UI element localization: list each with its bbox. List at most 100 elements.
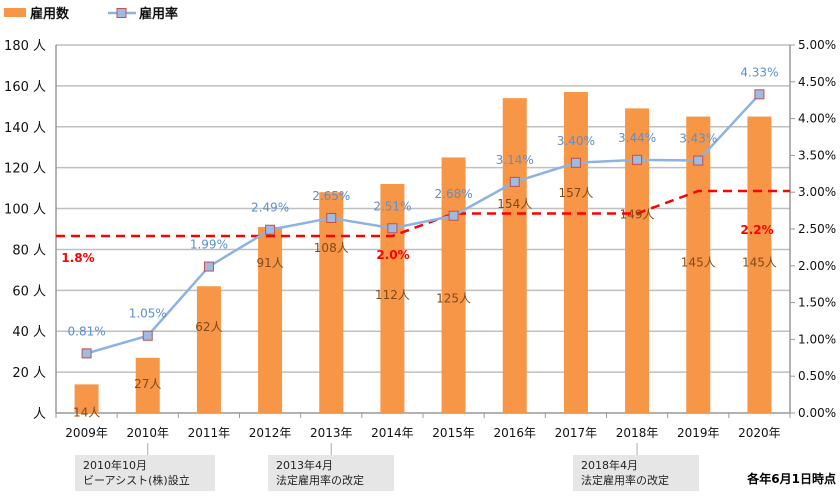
bar-label: 145人 xyxy=(742,256,777,270)
x-tick-label: 2015年 xyxy=(432,426,475,440)
legend-marker-swatch xyxy=(116,8,127,18)
x-tick-label: 2011年 xyxy=(188,426,231,440)
left-tick-label: 60 人 xyxy=(12,284,46,299)
annotation-2018: 2018年4月法定雇用率の改定 xyxy=(573,455,699,491)
bar-2012年 xyxy=(258,226,283,413)
rate-label: 3.44% xyxy=(618,131,656,145)
rate-line xyxy=(86,93,761,355)
bar-label: 154人 xyxy=(497,197,532,211)
left-tick-label: 80 人 xyxy=(12,243,46,258)
rate-marker xyxy=(142,330,153,341)
bar-2020年 xyxy=(747,116,772,414)
annotation-line: ビーアシスト(株)設立 xyxy=(83,474,190,487)
bar-2011年 xyxy=(196,286,221,413)
legal-rate-label: 2.2% xyxy=(740,223,773,237)
rate-marker xyxy=(448,210,459,221)
legend-label: 雇用数 xyxy=(30,6,70,22)
right-tick-label: 2.50% xyxy=(798,222,836,236)
rate-marker xyxy=(754,89,765,100)
rate-label: 3.14% xyxy=(496,153,534,167)
bar-label: 91人 xyxy=(256,256,283,270)
rate-marker xyxy=(693,155,704,166)
x-tick-label: 2013年 xyxy=(310,426,353,440)
right-tick-label: 3.50% xyxy=(798,148,836,162)
right-tick-label: 0.00% xyxy=(798,406,836,420)
bar-2015年 xyxy=(441,157,466,413)
rate-label: 1.05% xyxy=(129,307,167,321)
right-tick-label: 1.00% xyxy=(798,332,836,346)
annotation-2010: 2010年10月ビーアシスト(株)設立 xyxy=(75,455,215,491)
bar-label: 112人 xyxy=(375,288,410,302)
rate-label: 4.33% xyxy=(740,65,778,79)
legal-rate-label: 2.0% xyxy=(376,248,409,262)
right-tick-label: 4.50% xyxy=(798,75,836,89)
x-tick-label: 2016年 xyxy=(493,426,536,440)
bar-2014年 xyxy=(380,184,405,413)
legend-bar-swatch xyxy=(4,8,26,17)
left-tick-label: 180 人 xyxy=(4,39,46,54)
rate-label: 2.65% xyxy=(312,189,350,203)
legend-label: 雇用率 xyxy=(139,6,178,22)
rate-marker xyxy=(570,157,581,168)
annotation-line: 2010年10月 xyxy=(83,459,147,472)
left-tick-label: 140 人 xyxy=(4,121,46,136)
rate-marker xyxy=(265,224,276,235)
rate-marker xyxy=(387,223,398,234)
bar-label: 157人 xyxy=(558,186,593,200)
x-tick-label: 2010年 xyxy=(126,426,169,440)
rate-marker xyxy=(81,348,92,359)
left-tick-label: 人 xyxy=(33,407,46,422)
right-tick-label: 4.00% xyxy=(798,112,836,126)
rate-label: 3.40% xyxy=(557,134,595,148)
x-tick-label: 2020年 xyxy=(738,426,781,440)
x-tick-label: 2018年 xyxy=(616,426,659,440)
legal-rate-label: 1.8% xyxy=(61,251,94,265)
legal-rate-line xyxy=(56,189,790,238)
bar-label: 62人 xyxy=(195,320,222,334)
annotation-2013: 2013年4月法定雇用率の改定 xyxy=(268,455,394,491)
bar-label: 125人 xyxy=(436,291,471,305)
bar-label: 108人 xyxy=(314,241,349,255)
rate-label: 1.99% xyxy=(190,238,228,252)
bar-2018年 xyxy=(625,108,650,413)
x-tick-label: 2014年 xyxy=(371,426,414,440)
left-tick-label: 100 人 xyxy=(4,203,46,218)
bar-2016年 xyxy=(502,98,527,414)
rate-label: 3.43% xyxy=(679,132,717,146)
right-tick-label: 0.50% xyxy=(798,369,836,383)
x-tick-label: 2009年 xyxy=(65,426,108,440)
rate-marker xyxy=(326,212,337,223)
bar-2017年 xyxy=(563,92,588,414)
right-tick-label: 1.50% xyxy=(798,296,836,310)
rate-marker xyxy=(509,176,520,187)
right-tick-label: 2.00% xyxy=(798,259,836,273)
rate-label: 2.51% xyxy=(373,199,411,213)
left-tick-label: 120 人 xyxy=(4,162,46,177)
annotation-line: 2018年4月 xyxy=(581,459,638,472)
bar-label: 27人 xyxy=(134,377,161,391)
x-tick-label: 2019年 xyxy=(677,426,720,440)
bar-2013年 xyxy=(319,192,344,413)
right-tick-label: 3.00% xyxy=(798,185,836,199)
rate-label: 0.81% xyxy=(68,324,106,338)
bar-2009年 xyxy=(74,384,99,413)
bar-label: 145人 xyxy=(681,256,716,270)
bar-2019年 xyxy=(686,116,711,414)
footnote: 各年6月1日時点 xyxy=(747,472,836,486)
rate-marker xyxy=(203,261,214,272)
rate-label: 2.49% xyxy=(251,201,289,215)
annotation-line: 2013年4月 xyxy=(276,459,333,472)
annotation-line: 法定雇用率の改定 xyxy=(581,474,669,487)
left-tick-label: 20 人 xyxy=(12,366,46,381)
rate-marker xyxy=(632,154,643,165)
bar-label: 14人 xyxy=(73,405,100,419)
x-tick-label: 2017年 xyxy=(555,426,598,440)
rate-label: 2.68% xyxy=(435,187,473,201)
left-tick-label: 160 人 xyxy=(4,80,46,95)
x-tick-label: 2012年 xyxy=(249,426,292,440)
bar-2010年 xyxy=(135,357,160,413)
left-tick-label: 40 人 xyxy=(12,325,46,340)
annotation-line: 法定雇用率の改定 xyxy=(276,474,364,487)
